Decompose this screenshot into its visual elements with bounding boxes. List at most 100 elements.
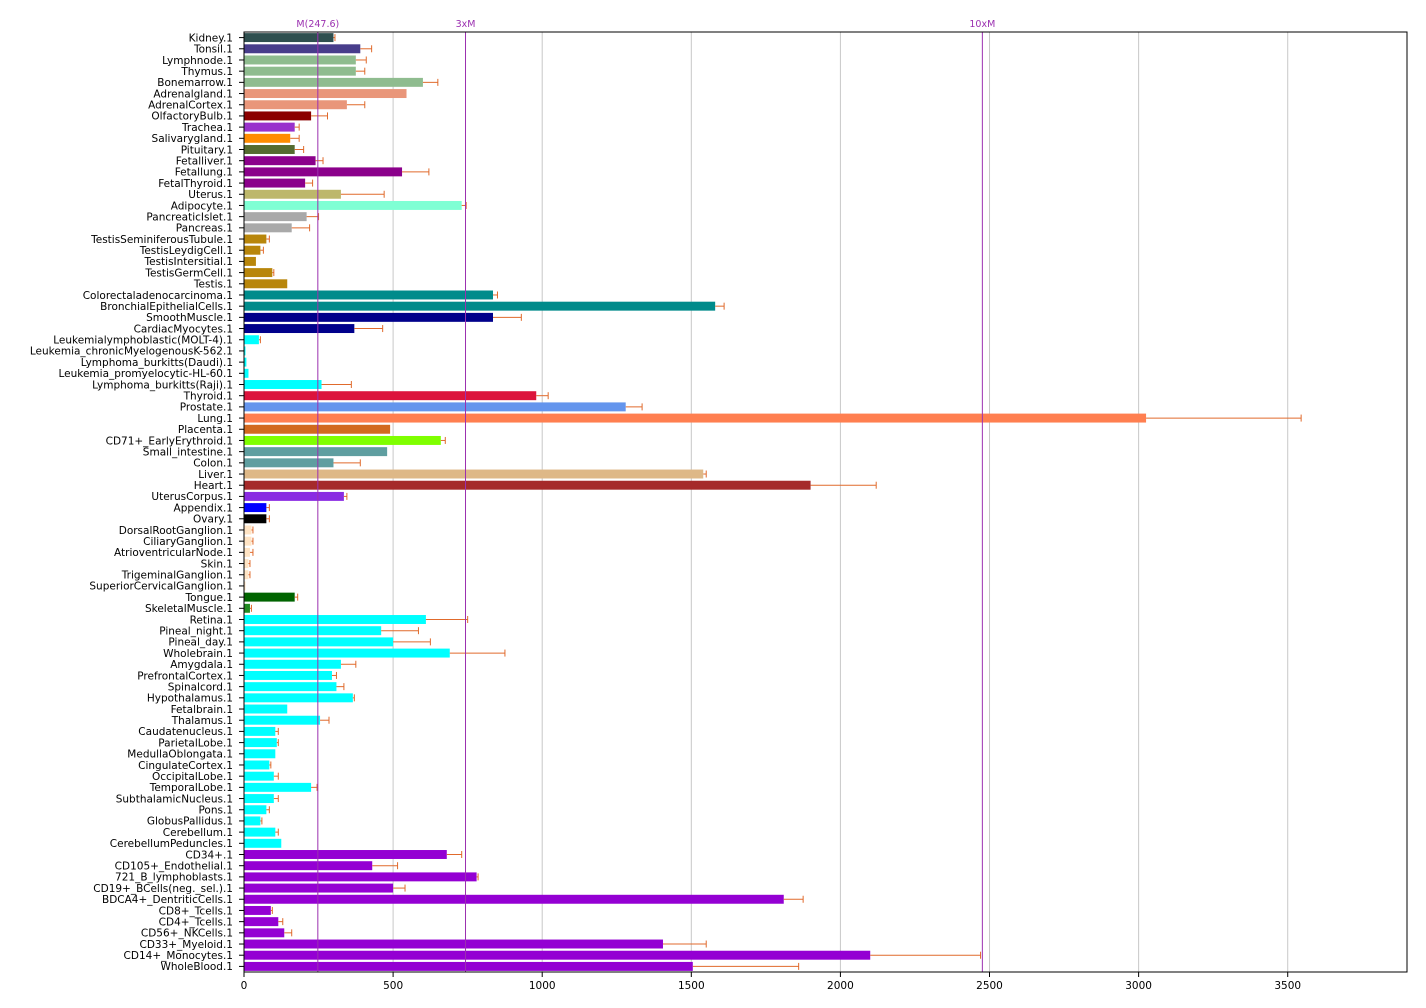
x-tick-label: 2500 xyxy=(976,980,1003,992)
bar xyxy=(244,335,259,345)
error-bar xyxy=(333,459,361,467)
bar xyxy=(244,234,267,244)
category-label: Cerebellum.1 xyxy=(163,827,233,839)
bar xyxy=(244,380,322,389)
x-tick-label: 0 xyxy=(241,980,248,992)
category-label: 721_B_lymphoblasts.1 xyxy=(115,872,233,884)
category-label: Pituitary.1 xyxy=(181,144,233,156)
category-label: CingulateCortex.1 xyxy=(138,760,233,772)
category-label: CD105+_Endothelial.1 xyxy=(115,860,233,872)
category-label: BDCA4+_DentriticCells.1 xyxy=(102,894,233,906)
bar xyxy=(244,827,276,837)
error-bar xyxy=(449,649,506,657)
category-label: ParietalLobe.1 xyxy=(158,737,233,749)
category-label: Thyroid.1 xyxy=(183,390,233,402)
category-label: AdrenalCortex.1 xyxy=(148,100,233,112)
error-bar xyxy=(810,481,877,489)
category-label: Thymus.1 xyxy=(180,66,233,78)
category-label: Leukemia_chronicMyelogenousK-562.1 xyxy=(30,346,233,358)
bar xyxy=(244,782,312,792)
bar xyxy=(244,312,494,322)
bar xyxy=(244,525,252,535)
bar xyxy=(244,838,282,848)
category-label: TestisIntersitial.1 xyxy=(143,256,233,268)
bar xyxy=(244,77,423,87)
error-bar xyxy=(248,571,251,579)
bar xyxy=(244,279,288,289)
bar xyxy=(244,368,249,378)
category-label: Ovary.1 xyxy=(193,514,233,526)
bar xyxy=(244,458,334,468)
bar xyxy=(244,872,477,882)
category-label: TestisLeydigCell.1 xyxy=(139,245,233,257)
error-bar xyxy=(269,761,272,769)
bar xyxy=(244,682,337,692)
bar xyxy=(244,648,450,658)
error-bar xyxy=(783,895,804,903)
reference-line-label: 3xM xyxy=(456,19,476,30)
bar xyxy=(244,44,361,54)
bar xyxy=(244,603,250,613)
error-bar xyxy=(393,884,406,892)
bar xyxy=(244,469,704,479)
bar xyxy=(244,592,295,602)
error-bar xyxy=(249,548,254,556)
category-label: OccipitalLobe.1 xyxy=(152,771,233,783)
bar xyxy=(244,156,316,166)
bar xyxy=(244,491,344,501)
error-bar xyxy=(266,504,270,512)
category-label: Colorectaladenocarcinoma.1 xyxy=(83,290,233,302)
bar xyxy=(244,615,426,624)
error-bar xyxy=(346,101,366,109)
bar xyxy=(244,424,391,434)
bar xyxy=(244,100,347,110)
category-label: Fetallung.1 xyxy=(175,167,233,179)
error-bar xyxy=(278,918,284,926)
bar xyxy=(244,961,693,971)
bar xyxy=(244,413,1147,423)
bar xyxy=(244,178,306,188)
bar xyxy=(244,704,288,714)
error-bar xyxy=(703,470,707,478)
category-label: TestisGermCell.1 xyxy=(144,267,233,279)
category-label: Testis.1 xyxy=(193,279,233,291)
error-bar xyxy=(715,302,725,310)
error-bar xyxy=(273,772,279,780)
error-bar xyxy=(290,134,300,142)
category-label: SuperiorCervicalGanglion.1 xyxy=(89,581,233,593)
error-bar xyxy=(294,146,305,153)
error-bar xyxy=(251,526,254,534)
error-bar xyxy=(1146,414,1302,422)
category-label: Liver.1 xyxy=(198,469,233,481)
category-label: Prostate.1 xyxy=(180,402,233,414)
error-bar xyxy=(440,436,446,444)
bar xyxy=(244,659,341,669)
error-bar xyxy=(275,727,279,735)
bar xyxy=(244,167,403,177)
bar xyxy=(244,402,626,412)
error-bar xyxy=(352,694,355,702)
category-label: Lymphoma_burkitts(Raji).1 xyxy=(92,379,233,391)
error-bar xyxy=(372,862,399,870)
error-bar xyxy=(493,291,498,299)
category-label: UterusCorpus.1 xyxy=(151,491,233,503)
category-label: Fetalbrain.1 xyxy=(171,704,233,716)
bar xyxy=(244,536,252,546)
category-label: CD33+_Myeloid.1 xyxy=(139,939,233,951)
error-bar xyxy=(331,671,337,679)
error-bar xyxy=(355,67,366,75)
category-label: TestisSeminiferousTubule.1 xyxy=(90,234,233,246)
error-bar xyxy=(249,604,252,612)
bar xyxy=(244,133,291,143)
bar xyxy=(244,905,271,915)
bar xyxy=(244,122,295,132)
error-bar xyxy=(625,403,643,411)
category-label: OlfactoryBulb.1 xyxy=(151,111,233,123)
category-label: MedullaOblongata.1 xyxy=(127,749,233,761)
bar xyxy=(244,503,267,513)
bar xyxy=(244,917,279,927)
error-bar xyxy=(355,56,367,64)
category-label: CD19+_BCells(neg._sel.).1 xyxy=(93,883,233,895)
